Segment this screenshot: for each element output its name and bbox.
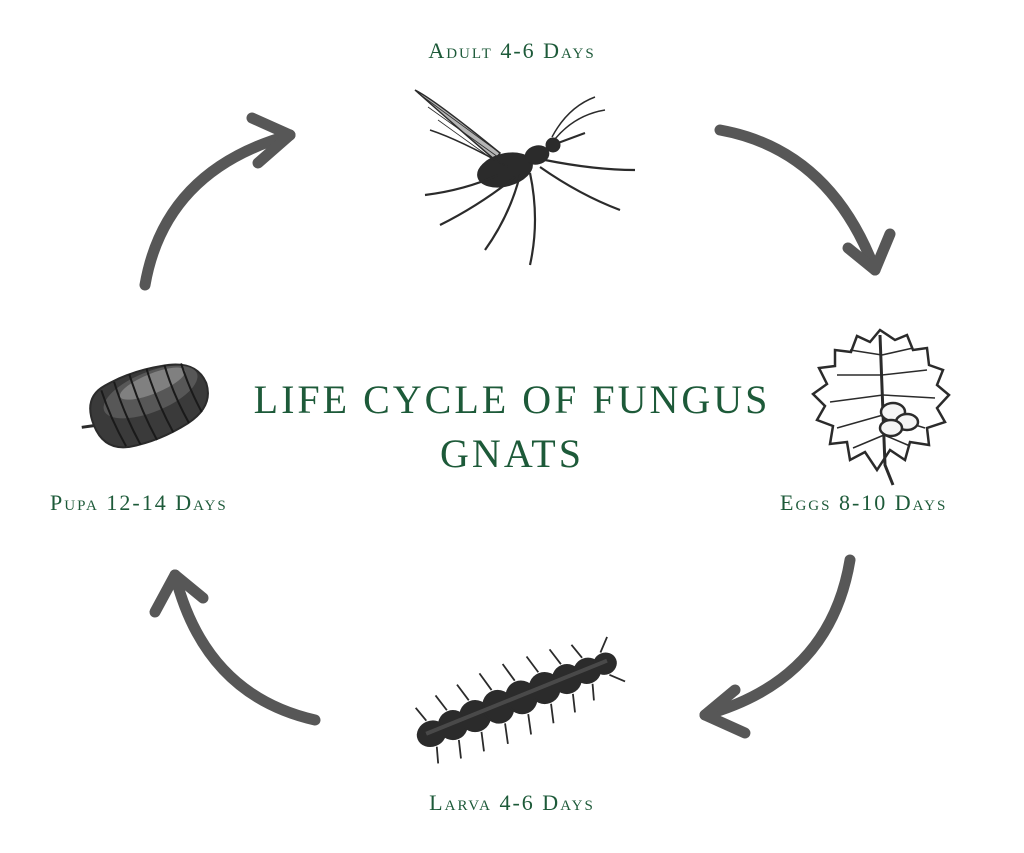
larva-label: Larva 4-6 Days [429, 790, 595, 816]
eggs-label: Eggs 8-10 Days [780, 490, 947, 516]
arrow-larva-to-pupa [135, 540, 355, 760]
adult-gnat-icon [380, 75, 650, 275]
adult-label: Adult 4-6 Days [428, 38, 595, 64]
diagram-title: LIFE CYCLE OF FUNGUS GNATS [252, 373, 772, 481]
pupa-icon [60, 330, 230, 480]
pupa-label: Pupa 12-14 Days [50, 490, 228, 516]
lifecycle-diagram: LIFE CYCLE OF FUNGUS GNATS Adult 4-6 Day… [0, 0, 1024, 853]
arrow-pupa-to-adult [110, 100, 330, 320]
arrow-adult-to-eggs [700, 100, 920, 320]
larva-icon [380, 620, 650, 780]
eggs-leaf-icon [795, 320, 965, 490]
arrow-eggs-to-larva [660, 540, 880, 760]
